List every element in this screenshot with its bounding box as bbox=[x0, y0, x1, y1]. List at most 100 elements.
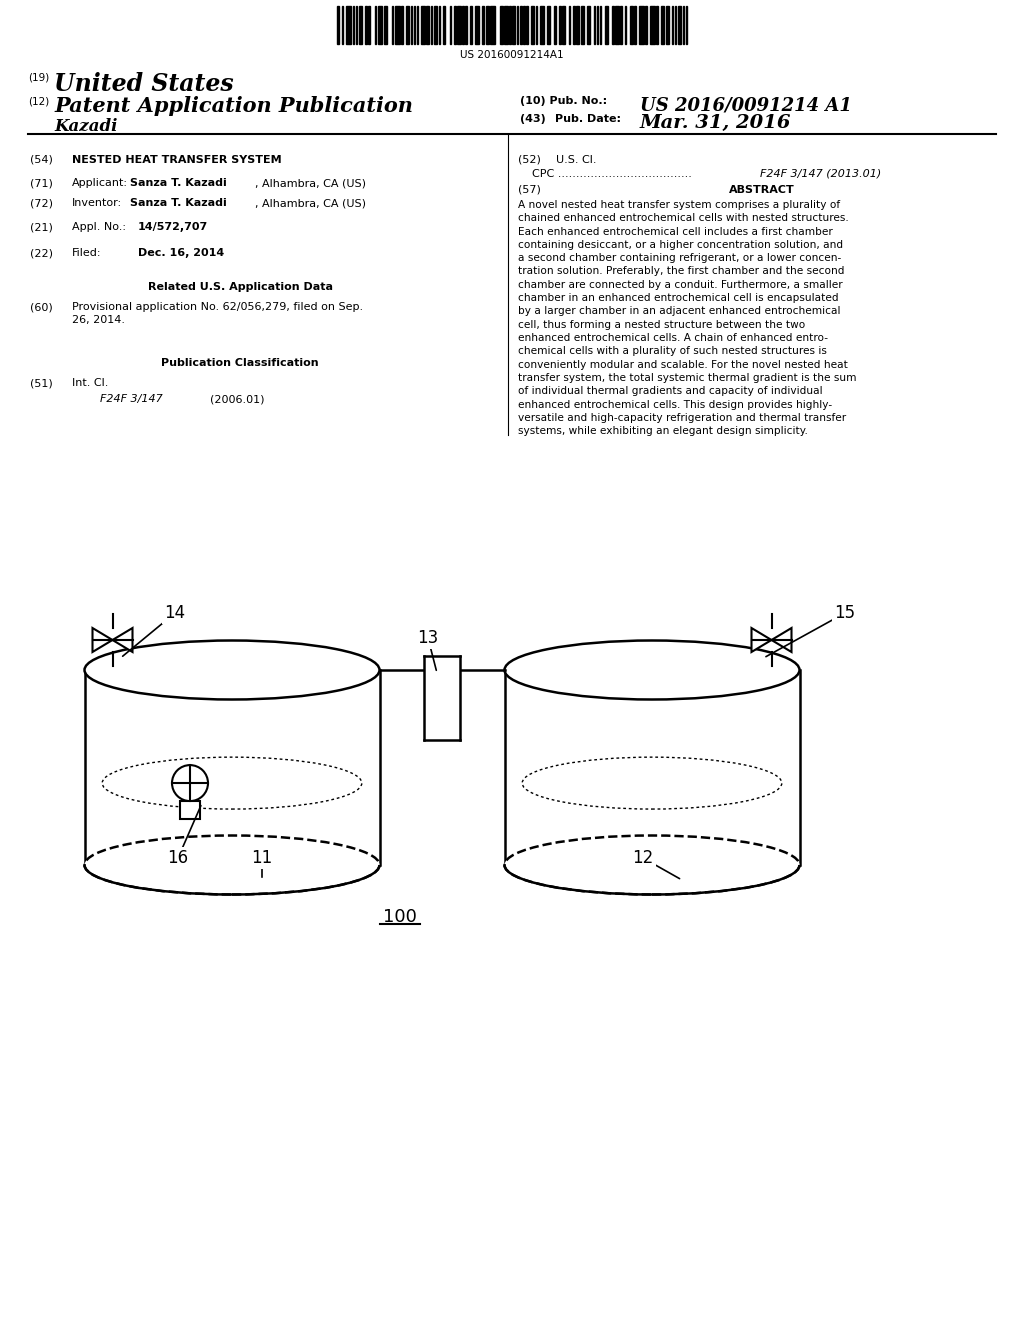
Text: cell, thus forming a nested structure between the two: cell, thus forming a nested structure be… bbox=[518, 319, 805, 330]
Bar bbox=[406, 7, 409, 44]
Bar bbox=[600, 7, 601, 44]
Text: (10) Pub. No.:: (10) Pub. No.: bbox=[520, 96, 607, 106]
Bar bbox=[672, 7, 674, 44]
Text: Applicant:: Applicant: bbox=[72, 178, 128, 187]
Bar bbox=[417, 7, 419, 44]
Text: 13: 13 bbox=[418, 630, 438, 647]
Text: 100: 100 bbox=[383, 908, 417, 927]
Bar bbox=[594, 7, 595, 44]
Text: 14/572,707: 14/572,707 bbox=[138, 222, 208, 232]
Text: 26, 2014.: 26, 2014. bbox=[72, 315, 125, 325]
Bar bbox=[431, 7, 432, 44]
Bar bbox=[656, 7, 657, 44]
Bar bbox=[531, 7, 535, 44]
Bar bbox=[547, 7, 550, 44]
Bar bbox=[523, 7, 524, 44]
Text: Each enhanced entrochemical cell includes a first chamber: Each enhanced entrochemical cell include… bbox=[518, 227, 833, 236]
Polygon shape bbox=[752, 628, 771, 652]
Polygon shape bbox=[92, 628, 113, 652]
Bar bbox=[573, 7, 574, 44]
Bar bbox=[401, 7, 402, 44]
Text: Dec. 16, 2014: Dec. 16, 2014 bbox=[138, 248, 224, 257]
Text: CPC .....................................: CPC ....................................… bbox=[518, 169, 692, 180]
Text: (52): (52) bbox=[518, 154, 541, 165]
Bar bbox=[378, 7, 382, 44]
Bar bbox=[577, 7, 580, 44]
Bar bbox=[411, 7, 412, 44]
Ellipse shape bbox=[85, 640, 380, 700]
Bar bbox=[434, 7, 437, 44]
Bar bbox=[422, 7, 425, 44]
Bar bbox=[517, 7, 518, 44]
Text: US 2016/0091214 A1: US 2016/0091214 A1 bbox=[640, 96, 852, 114]
Bar bbox=[337, 7, 339, 44]
Text: , Alhambra, CA (US): , Alhambra, CA (US) bbox=[255, 178, 366, 187]
Text: chained enhanced entrochemical cells with nested structures.: chained enhanced entrochemical cells wit… bbox=[518, 214, 849, 223]
Bar bbox=[568, 7, 570, 44]
Bar bbox=[562, 7, 565, 44]
Text: US 20160091214A1: US 20160091214A1 bbox=[460, 50, 564, 59]
Bar bbox=[554, 7, 556, 44]
Text: 11: 11 bbox=[251, 849, 272, 867]
Bar bbox=[526, 7, 527, 44]
Text: enhanced entrochemical cells. A chain of enhanced entro-: enhanced entrochemical cells. A chain of… bbox=[518, 333, 828, 343]
Bar bbox=[536, 7, 538, 44]
Bar bbox=[683, 7, 684, 44]
Text: Mar. 31, 2016: Mar. 31, 2016 bbox=[640, 114, 792, 132]
Text: Sanza T. Kazadi: Sanza T. Kazadi bbox=[130, 198, 226, 209]
Bar bbox=[482, 7, 484, 44]
Bar bbox=[509, 7, 511, 44]
Text: Sanza T. Kazadi: Sanza T. Kazadi bbox=[130, 178, 226, 187]
Text: Filed:: Filed: bbox=[72, 248, 101, 257]
Text: 12: 12 bbox=[633, 849, 653, 867]
Text: F24F 3/147: F24F 3/147 bbox=[100, 393, 163, 404]
Bar bbox=[490, 7, 495, 44]
Text: chamber are connected by a conduit. Furthermore, a smaller: chamber are connected by a conduit. Furt… bbox=[518, 280, 843, 290]
Text: a second chamber containing refrigerant, or a lower concen-: a second chamber containing refrigerant,… bbox=[518, 253, 842, 263]
Text: containing desiccant, or a higher concentration solution, and: containing desiccant, or a higher concen… bbox=[518, 240, 843, 249]
Text: NESTED HEAT TRANSFER SYSTEM: NESTED HEAT TRANSFER SYSTEM bbox=[72, 154, 282, 165]
Bar bbox=[678, 7, 681, 44]
Bar bbox=[581, 7, 584, 44]
Text: (51): (51) bbox=[30, 378, 53, 388]
Text: ABSTRACT: ABSTRACT bbox=[729, 185, 795, 195]
Bar bbox=[686, 7, 687, 44]
Bar bbox=[475, 7, 479, 44]
Polygon shape bbox=[113, 628, 132, 652]
Bar bbox=[352, 7, 354, 44]
Bar bbox=[621, 7, 622, 44]
Bar bbox=[634, 7, 636, 44]
Text: versatile and high-capacity refrigeration and thermal transfer: versatile and high-capacity refrigeratio… bbox=[518, 413, 846, 422]
Bar bbox=[615, 7, 618, 44]
Bar bbox=[604, 7, 607, 44]
Text: (21): (21) bbox=[30, 222, 53, 232]
Bar bbox=[470, 7, 471, 44]
Bar bbox=[424, 665, 460, 741]
Bar bbox=[426, 7, 429, 44]
Text: U.S. Cl.: U.S. Cl. bbox=[556, 154, 597, 165]
Polygon shape bbox=[771, 628, 792, 652]
Text: United States: United States bbox=[54, 73, 233, 96]
Text: Provisional application No. 62/056,279, filed on Sep.: Provisional application No. 62/056,279, … bbox=[72, 302, 364, 312]
Bar bbox=[505, 7, 508, 44]
Bar bbox=[180, 801, 200, 820]
Text: 15: 15 bbox=[835, 605, 856, 622]
Text: by a larger chamber in an adjacent enhanced entrochemical: by a larger chamber in an adjacent enhan… bbox=[518, 306, 841, 317]
Ellipse shape bbox=[85, 836, 380, 895]
Bar bbox=[612, 7, 614, 44]
Ellipse shape bbox=[505, 836, 800, 895]
Bar bbox=[485, 7, 488, 44]
Bar bbox=[660, 7, 664, 44]
Bar bbox=[500, 7, 503, 44]
Text: conveniently modular and scalable. For the novel nested heat: conveniently modular and scalable. For t… bbox=[518, 359, 848, 370]
Bar bbox=[355, 7, 357, 44]
Text: 14: 14 bbox=[165, 605, 185, 622]
Bar bbox=[541, 7, 544, 44]
Text: (54): (54) bbox=[30, 154, 53, 165]
Text: A novel nested heat transfer system comprises a plurality of: A novel nested heat transfer system comp… bbox=[518, 201, 840, 210]
Bar bbox=[588, 7, 591, 44]
Text: transfer system, the total systemic thermal gradient is the sum: transfer system, the total systemic ther… bbox=[518, 374, 856, 383]
Text: (71): (71) bbox=[30, 178, 53, 187]
Text: Kazadi: Kazadi bbox=[54, 117, 118, 135]
Bar bbox=[630, 7, 633, 44]
